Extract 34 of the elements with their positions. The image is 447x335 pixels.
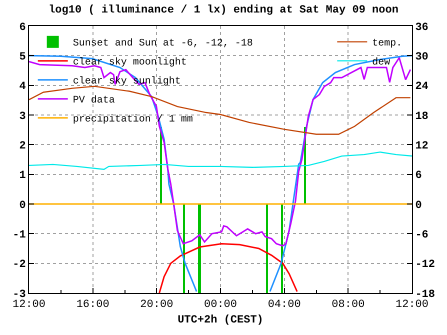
y-tick-label: -1 <box>12 230 26 242</box>
x-tick-label: 00:00 <box>204 299 238 312</box>
y2-tick-label: 6 <box>415 170 422 182</box>
y2-tick-label: 24 <box>415 81 429 94</box>
y2-tick-label: 12 <box>415 140 428 153</box>
y2-tick-label: -18 <box>415 288 436 301</box>
x-axis-title: UTC+2h (CEST) <box>178 314 264 326</box>
y2-tick-label: 36 <box>415 22 428 34</box>
legend-label: PV data <box>72 94 115 107</box>
legend-label: dew <box>372 56 390 69</box>
y2-tick-label: -12 <box>415 259 436 272</box>
y-tick-label: 1 <box>19 170 26 182</box>
y-tick-label: -2 <box>12 259 26 272</box>
x-tick-label: 04:00 <box>268 299 301 312</box>
y-tick-label: 4 <box>19 81 26 94</box>
legend-label: Sunset and Sun at -6, -12, -18 <box>72 38 253 50</box>
y-tick-label: 2 <box>19 140 26 153</box>
y-tick-label: 5 <box>19 52 26 64</box>
y-tick-label: 0 <box>19 200 26 212</box>
x-tick-label: 16:00 <box>76 299 110 312</box>
y-tick-label: -3 <box>12 288 26 301</box>
y2-tick-label: 0 <box>415 200 422 212</box>
legend-label: temp. <box>372 38 402 50</box>
x-tick-label: 12:00 <box>395 299 429 312</box>
y-tick-label: 6 <box>19 22 26 34</box>
legend-label: clear sky moonlight <box>72 56 187 69</box>
y2-tick-label: -6 <box>415 230 428 242</box>
y2-tick-label: 30 <box>415 52 428 64</box>
x-tick-label: 08:00 <box>332 299 365 312</box>
y2-tick-label: 18 <box>415 110 429 123</box>
y-tick-label: 3 <box>19 110 26 123</box>
chart-title: log10 ( illuminance / 1 lx) ending at Sat May 09 noon <box>48 4 398 17</box>
x-tick-label: 12:00 <box>12 299 46 312</box>
x-tick-label: 20:00 <box>140 299 174 312</box>
